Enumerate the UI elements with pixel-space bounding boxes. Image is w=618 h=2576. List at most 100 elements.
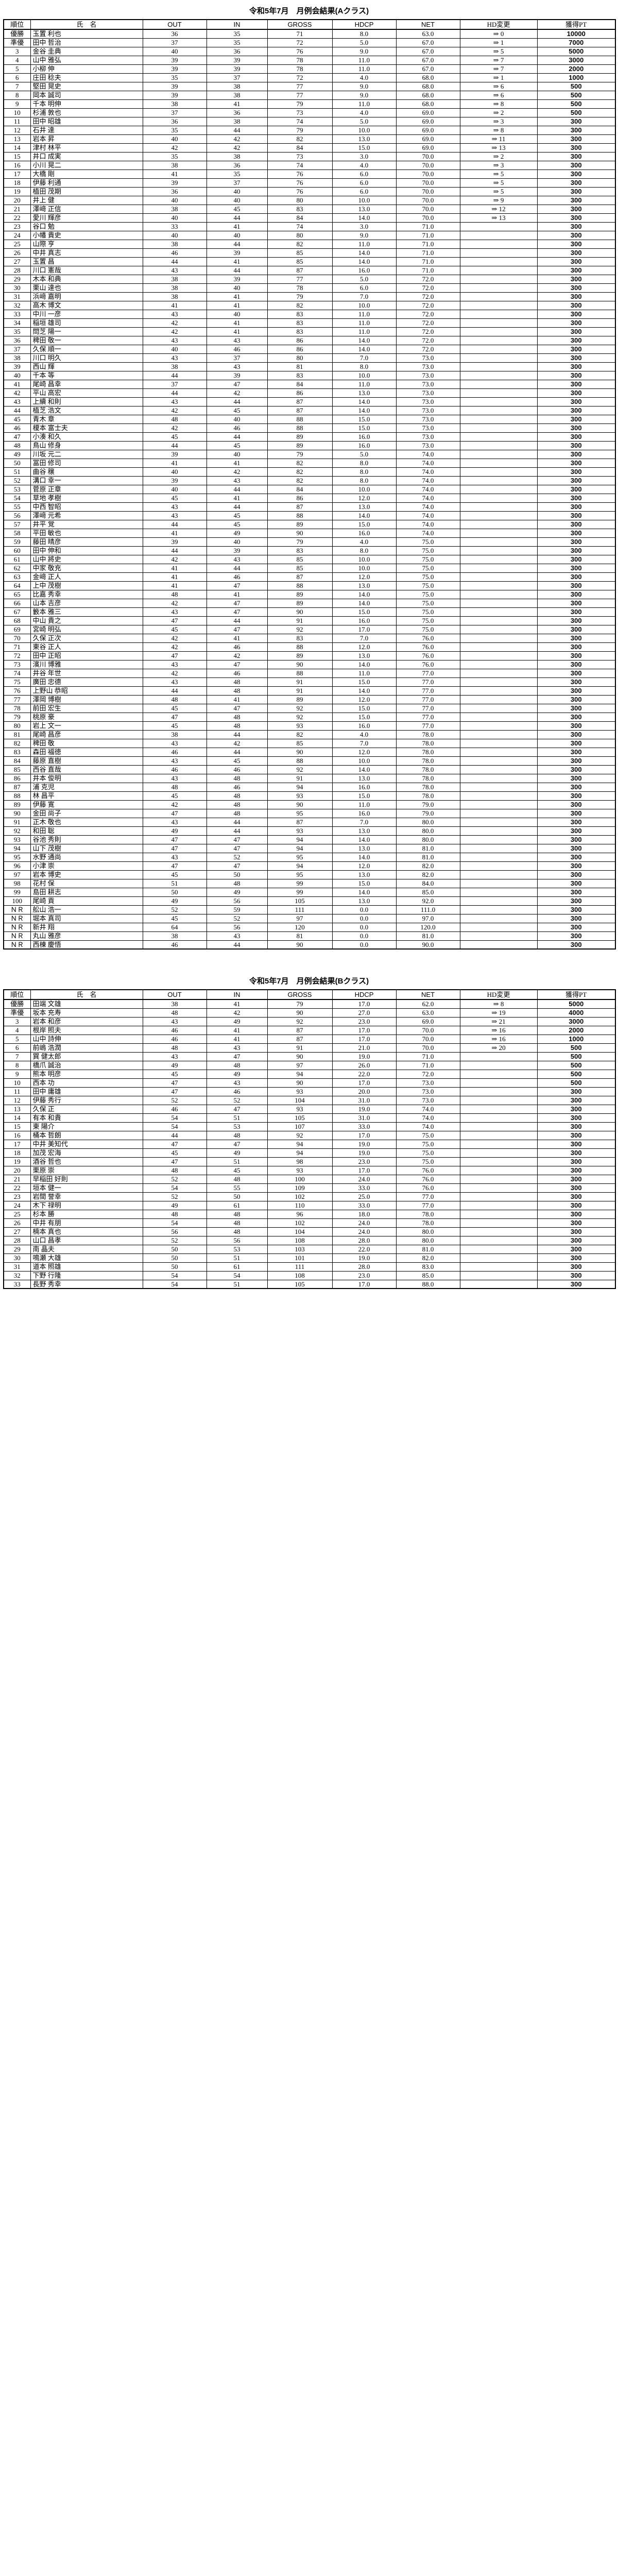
cell-rank: 24 [3,1200,31,1210]
table-header-row: 順位氏 名 OUT IN GROSS HDCP NET HD変更 獲得PT [3,19,616,30]
cell-rank: 37 [3,344,31,354]
cell-points: 300 [537,870,616,879]
cell-out: 39 [142,178,207,188]
cell-hd-change: ⇒ 3 [459,160,538,170]
cell-net: 70.0 [396,178,460,188]
cell-points: 300 [537,861,616,871]
cell-in: 41 [206,633,268,643]
cell-points: 300 [537,397,616,406]
cell-net: 79.0 [396,800,460,809]
column-header-out: OUT [142,19,207,30]
cell-points: 300 [537,581,616,590]
cell-name: 稲垣 雄司 [30,318,143,328]
cell-hdcp: 16.0 [332,432,397,442]
cell-hd-change [459,703,538,713]
cell-in: 41 [206,99,268,109]
cell-hdcp: 13.0 [332,843,397,853]
cell-out: 44 [142,519,207,529]
cell-points: 300 [537,388,616,398]
cell-rank: 85 [3,765,31,774]
cell-hdcp: 19.0 [332,1052,397,1061]
cell-in: 35 [206,38,268,47]
cell-out: 52 [142,1192,207,1201]
cell-name: 下野 行隆 [30,1270,143,1280]
cell-name: 小津 崇 [30,861,143,871]
cell-in: 51 [206,1253,268,1263]
cell-name: 川口 憲哉 [30,265,143,275]
cell-points: 300 [537,169,616,179]
cell-out: 43 [142,659,207,669]
cell-hd-change [459,362,538,371]
cell-gross: 93 [267,1104,333,1114]
cell-gross: 88 [267,414,333,424]
table-row: 5 山中 詩伸 46 41 87 17.0 70.0 ⇒ 16 1000 [3,1034,616,1044]
cell-name: 澤﨑 元希 [30,511,143,520]
cell-net: 90.0 [396,940,460,950]
cell-hdcp: 7.0 [332,353,397,363]
cell-in: 38 [206,151,268,161]
cell-name: 上野山 恭昭 [30,686,143,696]
cell-net: 77.0 [396,1192,460,1201]
cell-rank: 63 [3,572,31,582]
cell-out: 54 [142,1218,207,1228]
cell-net: 68.0 [396,73,460,82]
cell-name: 田端 文雄 [30,999,143,1009]
cell-in: 48 [206,721,268,731]
cell-hdcp: 19.0 [332,1253,397,1263]
section-title: 令和5年7月 月例会結果(Bクラス) [249,977,369,986]
cell-net: 70.0 [396,1034,460,1044]
cell-hd-change [459,887,538,897]
cell-net: 70.0 [396,204,460,214]
cell-rank: 21 [3,204,31,214]
cell-points: 300 [537,1235,616,1245]
cell-hd-change [459,300,538,310]
table-row: 14 津村 林平 42 42 84 15.0 69.0 ⇒ 13 300 [3,143,616,152]
table-row: 25 山際 亨 38 44 82 11.0 71.0 300 [3,239,616,249]
cell-points: 300 [537,458,616,468]
cell-hd-change [459,1087,538,1096]
cell-name: 庄田 稔夫 [30,73,143,82]
cell-points: 500 [537,1069,616,1079]
cell-hdcp: 20.0 [332,1087,397,1096]
cell-hd-change: ⇒ 19 [459,1008,538,1018]
cell-out: 52 [142,1235,207,1245]
cell-points: 300 [537,791,616,801]
cell-hd-change [459,257,538,266]
cell-rank: 21 [3,1174,31,1184]
cell-name: 石井 達 [30,125,143,135]
table-row: 78 前田 宏生 45 47 92 15.0 77.0 300 [3,703,616,713]
cell-name: 加茂 宏海 [30,1148,143,1158]
cell-hdcp: 16.0 [332,616,397,625]
cell-rank: 14 [3,143,31,152]
cell-name: 西山 輝 [30,362,143,371]
cell-in: 46 [206,572,268,582]
cell-in: 38 [206,81,268,91]
cell-hdcp: 0.0 [332,922,397,932]
cell-hd-change [459,1165,538,1175]
cell-gross: 89 [267,694,333,704]
cell-net: 120.0 [396,922,460,932]
cell-out: 46 [142,1104,207,1114]
cell-gross: 89 [267,589,333,599]
cell-net: 74.0 [396,502,460,512]
cell-name: 舩山 浩一 [30,905,143,914]
cell-name: 上續 和則 [30,397,143,406]
cell-points: 300 [537,178,616,188]
cell-hd-change: ⇒ 0 [459,29,538,39]
cell-gross: 92 [267,1130,333,1140]
cell-out: 50 [142,1244,207,1254]
cell-gross: 91 [267,1043,333,1053]
cell-gross: 80 [267,230,333,240]
cell-rank: 16 [3,160,31,170]
cell-hd-change: ⇒ 11 [459,134,538,144]
cell-hd-change [459,546,538,555]
cell-points: 300 [537,143,616,152]
cell-net: 72.0 [396,300,460,310]
cell-hdcp: 13.0 [332,826,397,836]
cell-rank: 86 [3,773,31,783]
cell-gross: 93 [267,1165,333,1175]
cell-points: 300 [537,747,616,757]
cell-in: 47 [206,843,268,853]
table-row: 30 栗山 達也 38 40 78 6.0 72.0 300 [3,283,616,293]
cell-out: 48 [142,1209,207,1219]
